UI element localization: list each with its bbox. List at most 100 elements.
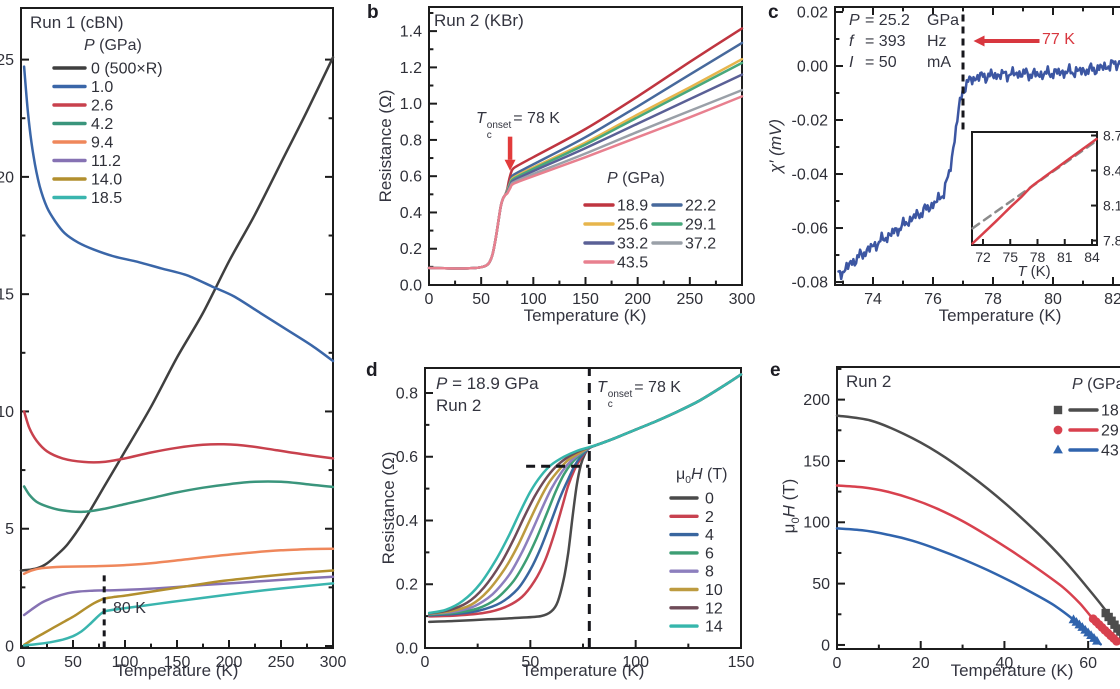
legend-item-label: 8 <box>705 564 714 581</box>
legend-title-d-sub: 0 <box>685 475 691 487</box>
tick-label: 150 <box>803 453 830 470</box>
tick-label: 72 <box>975 249 991 265</box>
series-a-0-500-R- <box>19 56 335 572</box>
y-axis-title-d: Resistance (Ω) <box>379 451 399 565</box>
tick-label: 50 <box>472 291 490 308</box>
legend-title-a-rest: (GPa) <box>94 37 142 54</box>
legend-title-a: P (GPa) <box>84 37 142 55</box>
panel-c_inset: 72 75 78 81 847.8 8.1 8.4 8.7 <box>971 127 1120 265</box>
legend-item-label: 29.1 <box>685 217 716 234</box>
panel-letter-b: b <box>367 2 379 23</box>
tick-label: 0.00 <box>797 58 828 75</box>
tick-label: 0 <box>17 654 26 671</box>
tick-label: 150 <box>164 654 191 671</box>
legend-title-d-var: H <box>691 466 703 483</box>
tick-label: 150 <box>728 654 755 671</box>
tick-label: 0.2 <box>396 577 418 594</box>
y-title-e-mu: μ <box>779 523 799 534</box>
legend-item-label: 43.5 <box>1101 443 1120 460</box>
tc-b-var: T <box>476 110 486 127</box>
tick-label: 20 <box>912 655 930 672</box>
info-p-value: = 25.2 <box>865 12 910 29</box>
series-b-43-5 <box>427 95 744 270</box>
tick-label: 84 <box>1084 249 1100 265</box>
legend-title-d-rest: (T) <box>702 466 728 483</box>
legend-item-label: 4 <box>705 527 714 544</box>
tick-label: 0.2 <box>400 241 422 258</box>
tick-label: 7.8 <box>1103 232 1120 248</box>
tick-label: 200 <box>216 654 243 671</box>
tick-label: 25 <box>0 52 14 69</box>
panel-letter-e: e <box>770 360 781 381</box>
series-c-chi-prime <box>837 59 1120 281</box>
tick-label: 75 <box>1002 249 1018 265</box>
tick-label: 40 <box>996 655 1014 672</box>
x-axis-title-b: Temperature (K) <box>523 306 647 325</box>
y-axis-title-c-text: χ′ (mV) <box>766 118 786 174</box>
tick-label: 0.8 <box>396 385 418 402</box>
tick-label: 0 <box>821 637 830 654</box>
legend-title-b-var: P <box>607 170 618 187</box>
tick-label: 0.8 <box>400 132 422 149</box>
series-a-2-6 <box>22 410 335 464</box>
inset-x-title: T (K) <box>1017 263 1050 280</box>
x-axis-title-a: Temperature (K) <box>115 661 239 680</box>
tick-label: 78 <box>1030 249 1046 265</box>
panel-letter-d: d <box>366 360 378 381</box>
x-axis-title-d: Temperature (K) <box>521 661 645 680</box>
arrow-head <box>973 35 985 47</box>
legend-title-e: P (GPa) <box>1072 376 1120 394</box>
series-a-11-2 <box>22 575 335 617</box>
tick-label: 80 <box>1044 291 1062 308</box>
y-title-e-rest: (T) <box>779 478 799 506</box>
series-a-9-4 <box>22 547 335 576</box>
tick-label: 1.4 <box>400 24 422 41</box>
arrow-head <box>504 159 516 171</box>
legend-item-label: 18.5 <box>91 190 122 207</box>
legend-title-b: P (GPa) <box>607 170 665 188</box>
tick-label: 0.0 <box>400 277 422 294</box>
inset-x-title-rest: (K) <box>1026 263 1051 280</box>
tick-label: 300 <box>729 291 756 308</box>
info-f-var: f <box>849 33 854 50</box>
y-title-e-var: H <box>779 505 799 518</box>
info-row-pressure: P = 25.2 GPa <box>849 10 959 31</box>
legend-item-label: 6 <box>705 545 714 562</box>
series-a-18-5 <box>22 582 335 647</box>
tick-label: 76 <box>924 291 942 308</box>
legend-item-label: 2 <box>705 509 714 526</box>
tick-label: 150 <box>572 291 599 308</box>
y-title-e-sub: 0 <box>789 517 802 524</box>
legend-item-label: 12 <box>705 600 723 617</box>
legend-item-label: 22.2 <box>685 198 716 215</box>
tick-label: 300 <box>320 654 347 671</box>
tick-label: 0.6 <box>400 169 422 186</box>
tick-label: 0 <box>421 654 430 671</box>
series-a-4-2 <box>22 480 335 514</box>
legend-item-label: 2.6 <box>91 98 113 115</box>
tick-label: 5 <box>5 521 14 538</box>
y-axis-title-e: μ0H (T) <box>779 479 802 534</box>
tick-label: 10 <box>0 404 14 421</box>
tick-label: 0 <box>833 655 842 672</box>
legend-item-label: 43.5 <box>617 255 648 272</box>
legend-item-label: 14 <box>705 619 723 636</box>
tick-label: 74 <box>864 291 882 308</box>
legend-item-label: 10 <box>705 582 723 599</box>
info-i-value: = 50 <box>865 54 897 71</box>
legend-item-label: 33.2 <box>617 236 648 253</box>
legend-item-label: 29.1 <box>1101 423 1120 440</box>
tick-label: 200 <box>624 291 651 308</box>
tc-d-sup: onset <box>607 388 633 400</box>
tc-d-sub: c <box>607 399 613 410</box>
legend-title-b-rest: (GPa) <box>617 170 665 187</box>
tc-b-sup: onset <box>486 119 512 131</box>
x-axis-title-e: Temperature (K) <box>950 661 1074 680</box>
tick-label: 50 <box>521 654 539 671</box>
tick-label: 8.7 <box>1103 127 1120 143</box>
tick-label: 50 <box>64 654 82 671</box>
inset-x-title-var: T <box>1017 263 1027 280</box>
tc-d-subsup: onset c <box>607 388 633 411</box>
